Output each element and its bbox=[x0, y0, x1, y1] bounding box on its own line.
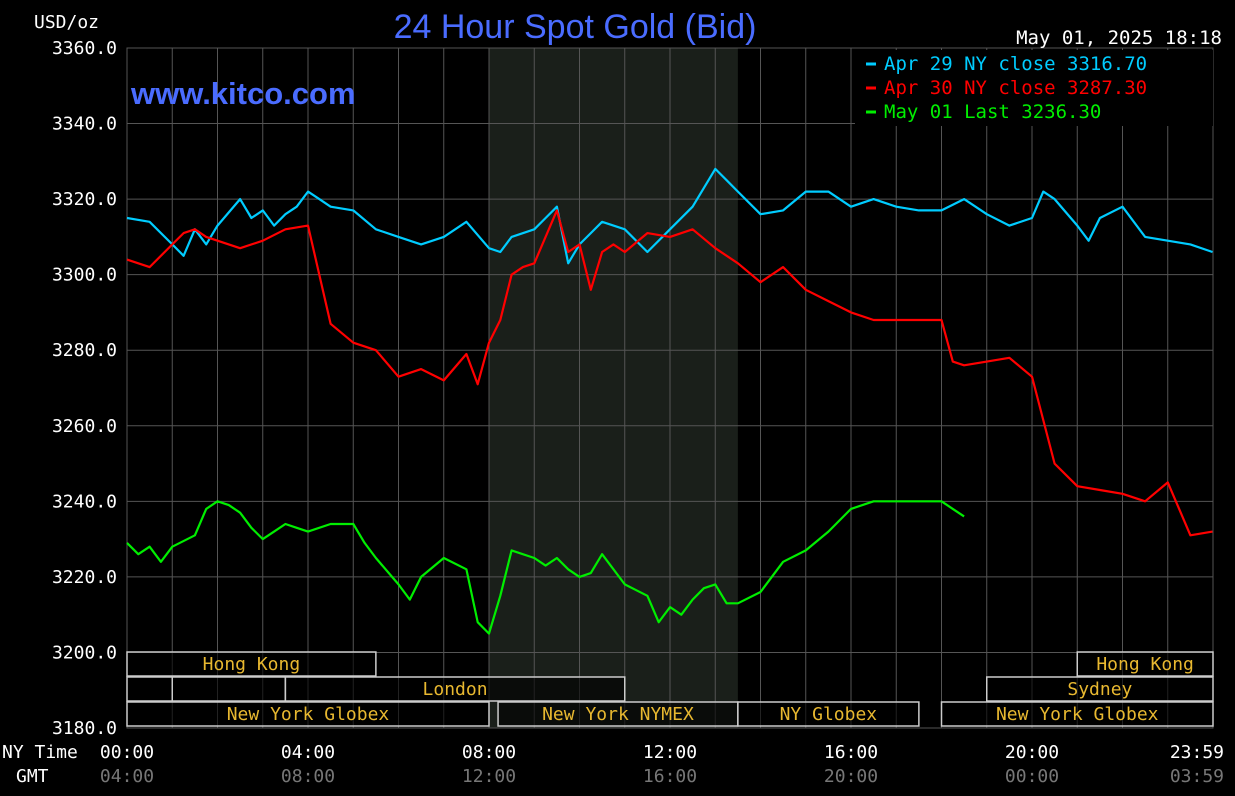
legend-box bbox=[855, 50, 1213, 126]
x-tick-gmt: 00:00 bbox=[1005, 766, 1059, 787]
y-axis-ticks: 3360.0 3340.0 3320.0 3300.0 3280.0 3260.0 3240… bbox=[52, 38, 117, 739]
price-series bbox=[126, 167, 1213, 635]
series-line-1 bbox=[126, 209, 1213, 537]
session-label: NY Globex bbox=[780, 704, 878, 725]
x-tick-ny: 08:00 bbox=[462, 742, 516, 763]
plot-border bbox=[126, 47, 1214, 729]
series-line-0 bbox=[126, 167, 1213, 265]
session-box bbox=[284, 676, 626, 702]
session-box bbox=[126, 676, 173, 702]
x-tick-gmt: 16:00 bbox=[643, 766, 697, 787]
x-tick-gmt: 08:00 bbox=[281, 766, 335, 787]
session-box bbox=[986, 676, 1214, 702]
x-axis-ticks: 00:00 04:00 04:00 08:00 08:00 12:00 12:00 16:00… bbox=[100, 742, 1224, 787]
session-label: Hong Kong bbox=[203, 654, 301, 675]
x-tick-gmt: 04:00 bbox=[100, 766, 154, 787]
y-tick-label: 3240.0 bbox=[52, 491, 117, 512]
session-box bbox=[497, 701, 739, 727]
session-box bbox=[126, 651, 377, 677]
y-tick-label: 3280.0 bbox=[52, 340, 117, 361]
y-tick-label: 3260.0 bbox=[52, 416, 117, 437]
session-box bbox=[940, 701, 1214, 727]
timestamp: May 01, 2025 18:18 bbox=[1016, 27, 1222, 49]
legend-entry: Apr 29 NY close 3316.70 bbox=[884, 53, 1147, 75]
x-tick-ny: 16:00 bbox=[824, 742, 878, 763]
shaded-region bbox=[489, 48, 738, 728]
grid bbox=[126, 47, 1214, 729]
x-tick-ny: 20:00 bbox=[1005, 742, 1059, 763]
session-box bbox=[126, 701, 490, 727]
y-tick-label: 3180.0 bbox=[52, 718, 117, 739]
session-label: New York Globex bbox=[227, 704, 390, 725]
watermark-url: www.kitco.com bbox=[130, 76, 356, 111]
session-label: London bbox=[423, 679, 488, 700]
y-tick-label: 3300.0 bbox=[52, 265, 117, 286]
market-sessions: Hong Kong Hong Kong London Sydney New York G… bbox=[126, 651, 1214, 727]
session-box bbox=[1076, 651, 1214, 677]
y-tick-label: 3220.0 bbox=[52, 567, 117, 588]
x-tick-gmt: 20:00 bbox=[824, 766, 878, 787]
unit-label: USD/oz bbox=[34, 12, 99, 33]
y-tick-label: 3320.0 bbox=[52, 189, 117, 210]
chart-title: 24 Hour Spot Gold (Bid) bbox=[394, 8, 757, 46]
session-box bbox=[737, 701, 920, 727]
session-label: New York Globex bbox=[996, 704, 1159, 725]
y-tick-label: 3360.0 bbox=[52, 38, 117, 59]
x-tick-ny: 23:59 bbox=[1170, 742, 1224, 763]
y-tick-label: 3200.0 bbox=[52, 642, 117, 663]
session-box bbox=[171, 676, 287, 702]
x-tick-ny: 04:00 bbox=[281, 742, 335, 763]
legend-entry: May 01 Last 3236.30 bbox=[884, 101, 1101, 123]
x-tick-ny: 12:00 bbox=[643, 742, 697, 763]
session-label: Sydney bbox=[1067, 679, 1132, 700]
session-label: Hong Kong bbox=[1096, 654, 1194, 675]
y-tick-label: 3340.0 bbox=[52, 114, 117, 135]
ny-time-label: NY Time bbox=[2, 742, 78, 763]
x-tick-gmt: 03:59 bbox=[1170, 766, 1224, 787]
session-label: New York NYMEX bbox=[542, 704, 694, 725]
x-tick-ny: 00:00 bbox=[100, 742, 154, 763]
nymex-shaded-region bbox=[489, 48, 738, 728]
series-line-2 bbox=[126, 500, 965, 635]
x-tick-gmt: 12:00 bbox=[462, 766, 516, 787]
legend-entry: Apr 30 NY close 3287.30 bbox=[884, 77, 1147, 99]
gmt-label: GMT bbox=[16, 766, 49, 787]
